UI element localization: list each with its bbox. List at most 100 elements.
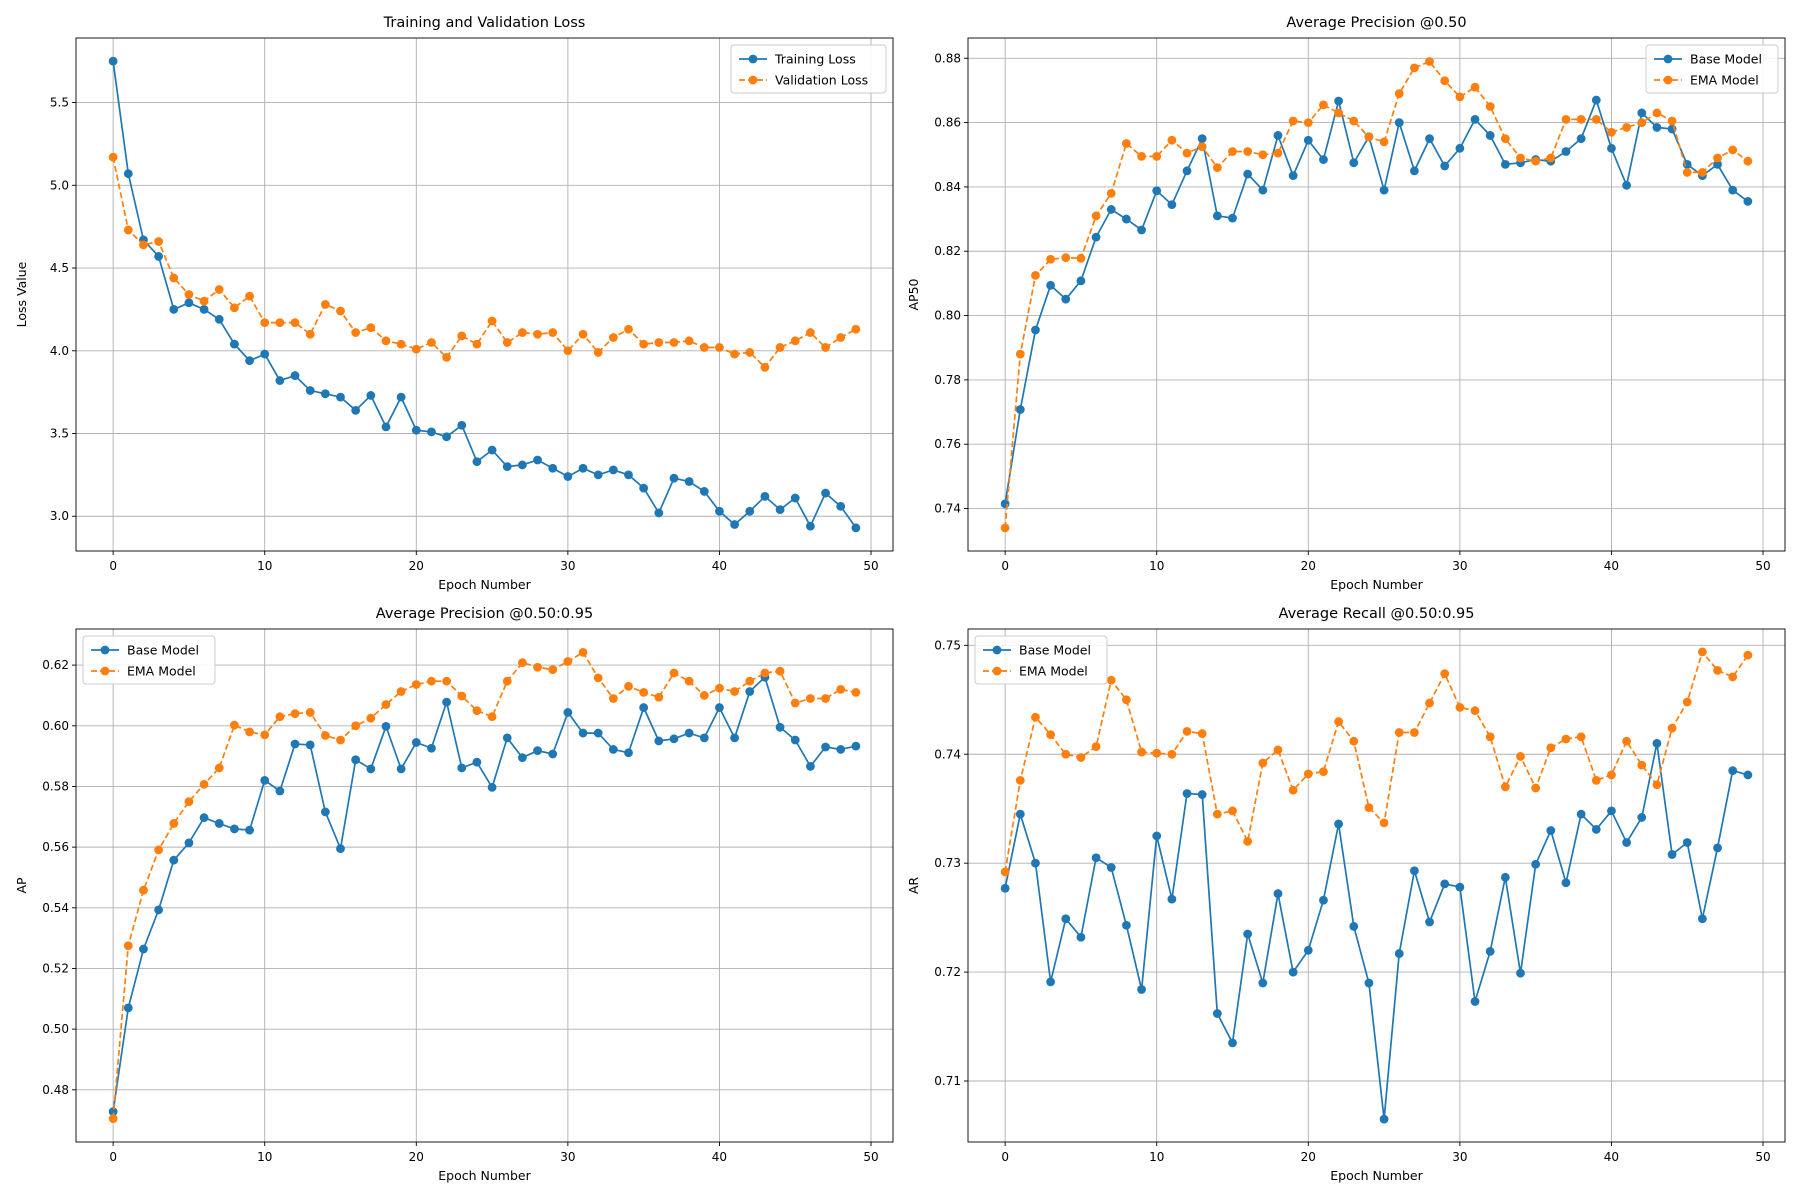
- data-point: [669, 734, 679, 744]
- data-point: [805, 694, 815, 703]
- data-point: [1531, 156, 1541, 166]
- data-point: [1167, 894, 1177, 904]
- data-point: [563, 472, 573, 481]
- data-point: [1273, 148, 1283, 158]
- data-point: [1076, 932, 1086, 942]
- legend-box: [974, 635, 1108, 685]
- data-point: [1015, 809, 1025, 819]
- data-point: [1607, 127, 1616, 137]
- data-point: [1121, 214, 1131, 224]
- data-point: [1091, 232, 1101, 242]
- data-point: [624, 748, 633, 758]
- y-tick-label: 5.5: [50, 96, 69, 110]
- data-point: [1197, 142, 1207, 152]
- data-point: [1197, 729, 1207, 738]
- chart-title: Average Precision @0.50:0.95: [376, 606, 593, 622]
- data-point: [517, 460, 527, 470]
- y-axis-label: AR: [906, 877, 921, 895]
- data-point: [320, 389, 330, 399]
- data-point: [1516, 968, 1525, 978]
- series-group: [1000, 57, 1753, 533]
- data-point: [684, 676, 694, 686]
- data-point: [836, 333, 846, 342]
- x-tick-label: 40: [1604, 559, 1619, 573]
- data-point: [1591, 825, 1601, 834]
- data-point: [214, 314, 224, 324]
- x-tick-label: 10: [257, 559, 272, 573]
- data-point: [245, 825, 254, 835]
- data-point: [351, 328, 361, 337]
- chart-panel: 0 10 20 30 40 50 0.48 0.50 0.52 0.54 0.56 0.58 0.60 0…: [14, 606, 894, 1183]
- data-point: [487, 712, 497, 722]
- data-point: [1697, 168, 1707, 177]
- y-tick-label: 0.86: [934, 116, 961, 130]
- data-point: [1622, 123, 1632, 132]
- data-point: [1546, 153, 1556, 163]
- data-point: [108, 1107, 118, 1117]
- data-point: [1121, 920, 1131, 930]
- data-point: [396, 764, 406, 774]
- data-point: [578, 463, 588, 473]
- data-point: [1455, 92, 1465, 102]
- x-tick-label: 40: [712, 1150, 727, 1164]
- data-point: [593, 728, 603, 738]
- data-point: [1228, 806, 1237, 816]
- data-point: [1485, 131, 1495, 140]
- x-tick-label: 0: [1001, 559, 1009, 573]
- data-point: [1728, 145, 1738, 155]
- y-tick-label: 0.76: [934, 437, 961, 451]
- x-axis-label: Epoch Number: [1330, 1168, 1423, 1183]
- data-point: [1652, 780, 1662, 790]
- data-point: [1046, 280, 1056, 290]
- data-point: [1167, 135, 1177, 145]
- data-point: [1455, 703, 1465, 712]
- legend-label: Base Model: [1019, 643, 1091, 658]
- data-point: [381, 700, 391, 709]
- data-point: [548, 463, 558, 473]
- data-point: [1379, 185, 1389, 195]
- data-point: [229, 720, 239, 730]
- chart-panel: 0 10 20 30 40 50 0.71 0.72 0.73 0.74 0.75 Average R…: [906, 606, 1786, 1183]
- data-point: [1076, 253, 1086, 263]
- data-point: [1682, 697, 1692, 707]
- data-point: [487, 316, 497, 326]
- data-point: [457, 691, 467, 701]
- chart-title: Training and Validation Loss: [383, 15, 586, 31]
- data-point: [1349, 736, 1359, 746]
- data-point: [730, 687, 740, 696]
- data-point: [730, 349, 740, 359]
- data-point: [1425, 57, 1434, 66]
- data-point: [1576, 134, 1586, 144]
- data-point: [275, 318, 285, 328]
- data-point: [472, 457, 482, 467]
- data-point: [502, 733, 512, 743]
- data-point: [760, 491, 770, 501]
- data-point: [1682, 838, 1692, 847]
- data-point: [1334, 108, 1344, 118]
- data-point: [805, 521, 815, 531]
- x-tick-label: 10: [1149, 1150, 1164, 1164]
- data-point: [442, 432, 452, 442]
- data-point: [715, 506, 724, 516]
- data-point: [1212, 211, 1222, 221]
- data-point: [275, 712, 285, 722]
- data-point: [1667, 723, 1677, 733]
- series-group: [108, 647, 861, 1124]
- data-point: [1728, 672, 1738, 682]
- data-point: [836, 684, 846, 694]
- data-point: [699, 487, 709, 496]
- data-point: [245, 291, 254, 301]
- data-point: [1061, 749, 1071, 759]
- data-point: [1637, 813, 1647, 822]
- data-point: [1182, 789, 1192, 798]
- data-point: [351, 721, 361, 731]
- y-tick-label: 0.71: [934, 1074, 961, 1088]
- data-point: [745, 348, 755, 357]
- data-point: [1046, 730, 1056, 740]
- data-point: [184, 797, 194, 807]
- legend: Base Model EMA Model: [1645, 44, 1779, 94]
- data-point: [1091, 853, 1101, 863]
- data-point: [1258, 978, 1268, 988]
- data-point: [442, 676, 452, 686]
- data-point: [1713, 843, 1722, 853]
